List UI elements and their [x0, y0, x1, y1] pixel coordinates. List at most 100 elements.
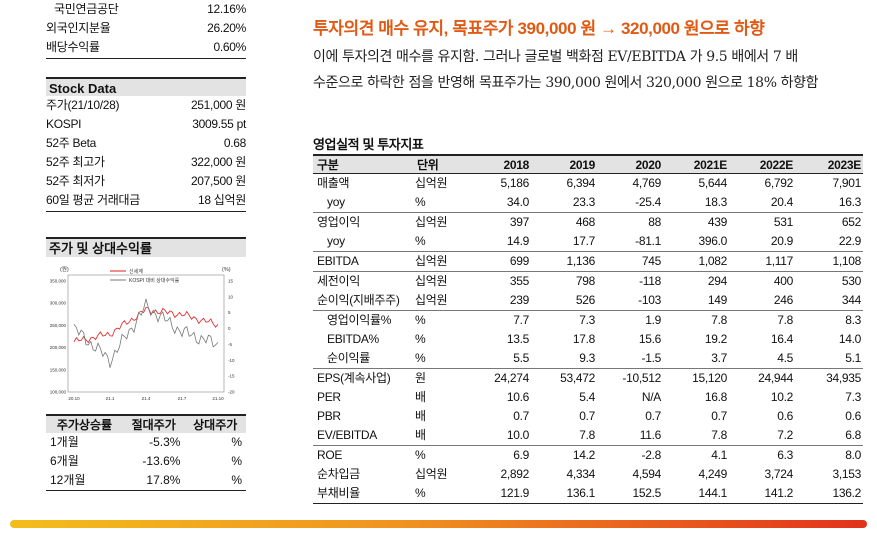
financials-row-label: EBITDA%	[327, 332, 379, 346]
ownership-row: 배당수익률 0.60%	[46, 38, 246, 57]
financials-cell: 7.8	[729, 310, 795, 330]
financials-cell: 5,644	[698, 176, 727, 190]
financials-cell: 400	[729, 271, 795, 291]
financials-row-label: 세전이익	[313, 271, 413, 291]
financials-cell: 4,769	[632, 176, 661, 190]
financials-row: 순차입금 십억원 2,892 4,334 4,594 4,249 3,724 3,153	[313, 465, 863, 484]
financials-cell: 6.3	[729, 445, 795, 465]
financials-row-unit: %	[415, 195, 426, 209]
financials-cell: 6.8	[845, 428, 861, 442]
financials-cell: 699	[465, 251, 531, 272]
financials-cell: 20.4	[770, 195, 793, 209]
x-tick-label: 21.4	[142, 396, 151, 401]
financials-row: yoy% 14.9 17.7 -81.1 396.0 20.9 22.9	[313, 232, 863, 252]
right-tick-label: -15	[228, 374, 235, 379]
financials-cell: 14.2	[531, 445, 597, 465]
right-tick-label: 5	[228, 310, 231, 315]
financials-cell: 0.7	[513, 409, 529, 423]
chart-axes: 350,000 300,000 250,000 200,000 150,000 100,0…	[50, 274, 235, 401]
section-headline: 투자의견 매수 유지, 목표주가 390,000 원 → 320,000 원으로…	[313, 19, 765, 38]
financials-cell: 20.9	[770, 234, 793, 248]
ownership-label: 외국인지분율	[46, 21, 111, 35]
x-tick-label: 20.10	[68, 396, 80, 401]
financials-row-label: EV/EBITDA	[317, 428, 377, 442]
financials-cell: 344	[841, 293, 861, 307]
financials-row-label: 부채비율	[313, 484, 413, 504]
financials-row-label: EBITDA	[313, 251, 413, 272]
plot-area	[67, 274, 225, 393]
financials-cell: 3.7	[711, 351, 727, 365]
financials-row-label: 매출액	[317, 176, 350, 190]
financials-cell: 530	[795, 271, 863, 291]
right-tick-label: 10	[228, 294, 234, 299]
x-tick-label: 21.7	[178, 396, 187, 401]
financials-cell: 149	[707, 293, 727, 307]
perf-header: 주가상승률	[46, 414, 123, 433]
stock-label: 52주 최고가	[46, 155, 105, 169]
financials-cell: 18.3	[704, 195, 727, 209]
financials-cell: 5.1	[845, 351, 861, 365]
financials-cell: 1,117	[729, 251, 795, 272]
financials-row-unit: %	[415, 351, 426, 365]
financials-row-unit: %	[413, 445, 465, 465]
financials-cell: -25.4	[635, 195, 661, 209]
financials-cell: 16.8	[704, 390, 727, 404]
financials-row: yoy% 34.0 23.3 -25.4 18.3 20.4 16.3	[313, 193, 863, 213]
financials-cell: 7.8	[711, 428, 727, 442]
right-tick-label: 0	[228, 326, 231, 331]
financials-cell: 355	[465, 271, 531, 291]
perf-row: 1개월 -5.3% %	[46, 433, 246, 452]
financials-row: PER 배 10.6 5.4 N/A 16.8 10.2 7.3	[313, 388, 863, 407]
chart-lines	[73, 298, 219, 368]
financials-cell: 2,892	[500, 467, 529, 481]
financials-cell: 10.6	[506, 390, 529, 404]
stock-label: 주가(21/10/28)	[46, 98, 120, 112]
financials-cell: 7.2	[777, 428, 793, 442]
financials-cell: 9.3	[579, 351, 595, 365]
financials-cell: 19.2	[704, 332, 727, 346]
financials-cell: -103	[638, 293, 661, 307]
financials-cell: -81.1	[635, 234, 661, 248]
financials-row: 영업이익률%% 7.7 7.3 1.9 7.8 7.8 8.3	[313, 310, 863, 330]
perf-rel: %	[231, 435, 242, 449]
financials-cell: 531	[729, 212, 795, 232]
stock-label: KOSPI	[46, 117, 82, 131]
footer-gradient-bar	[10, 520, 867, 528]
financials-cell: 15,120	[663, 368, 729, 388]
body-paragraph: 이에 투자의견 매수를 유지함. 그러나 글로벌 백화점 EV/EBITDA 가…	[313, 44, 863, 96]
financials-cell: -2.8	[597, 445, 663, 465]
financials-row: 세전이익 십억원 355 798 -118 294 400 530	[313, 271, 863, 291]
legend-price-label: 신세계	[129, 268, 143, 275]
financials-row-unit: 배	[415, 409, 426, 423]
financials-cell: 6,792	[764, 176, 793, 190]
stock-row: 주가(21/10/28) 251,000 원	[46, 96, 246, 115]
financials-cell: 15.6	[638, 332, 661, 346]
financials-cell: 5.5	[513, 351, 529, 365]
financials-cell: 23.3	[572, 195, 595, 209]
perf-abs: -5.3%	[149, 435, 181, 449]
financials-row: EBITDA 십억원 699 1,136 745 1,082 1,117 1,108	[313, 251, 863, 272]
financials-row-unit: 십억원	[413, 212, 465, 232]
financials-row-label: 순이익률	[327, 351, 370, 365]
financials-header-row: 구분 단위 2018 2019 2020 2021E 2022E 2023E	[313, 154, 863, 174]
left-tick-label: 200,000	[50, 345, 67, 350]
financials-cell: 3,153	[832, 467, 861, 481]
financials-header: 2023E	[795, 154, 863, 174]
stock-row: 52주 Beta 0.68	[46, 134, 246, 153]
financials-header: 2019	[531, 154, 597, 174]
stock-value: 251,000 원	[190, 98, 246, 112]
ownership-value: 0.60%	[213, 40, 246, 54]
financials-cell: 4,594	[632, 467, 661, 481]
financials-cell: 5.4	[579, 390, 595, 404]
financials-cell: 144.1	[663, 484, 729, 504]
right-tick-label: 15	[228, 279, 234, 284]
financials-row-label: yoy	[327, 195, 345, 209]
financials-cell: 745	[597, 251, 663, 272]
left-tick-label: 300,000	[50, 301, 67, 306]
financials-cell: 5,186	[500, 176, 529, 190]
price-chart: (원) (%) 신세계 KOSPI 대비 상대수익률 350,000 300,00…	[50, 265, 235, 401]
financials-cell: 1,108	[795, 251, 863, 272]
financials-cell: 0.6	[777, 409, 793, 423]
left-tick-label: 150,000	[50, 367, 67, 372]
financials-cell: 3,724	[764, 467, 793, 481]
